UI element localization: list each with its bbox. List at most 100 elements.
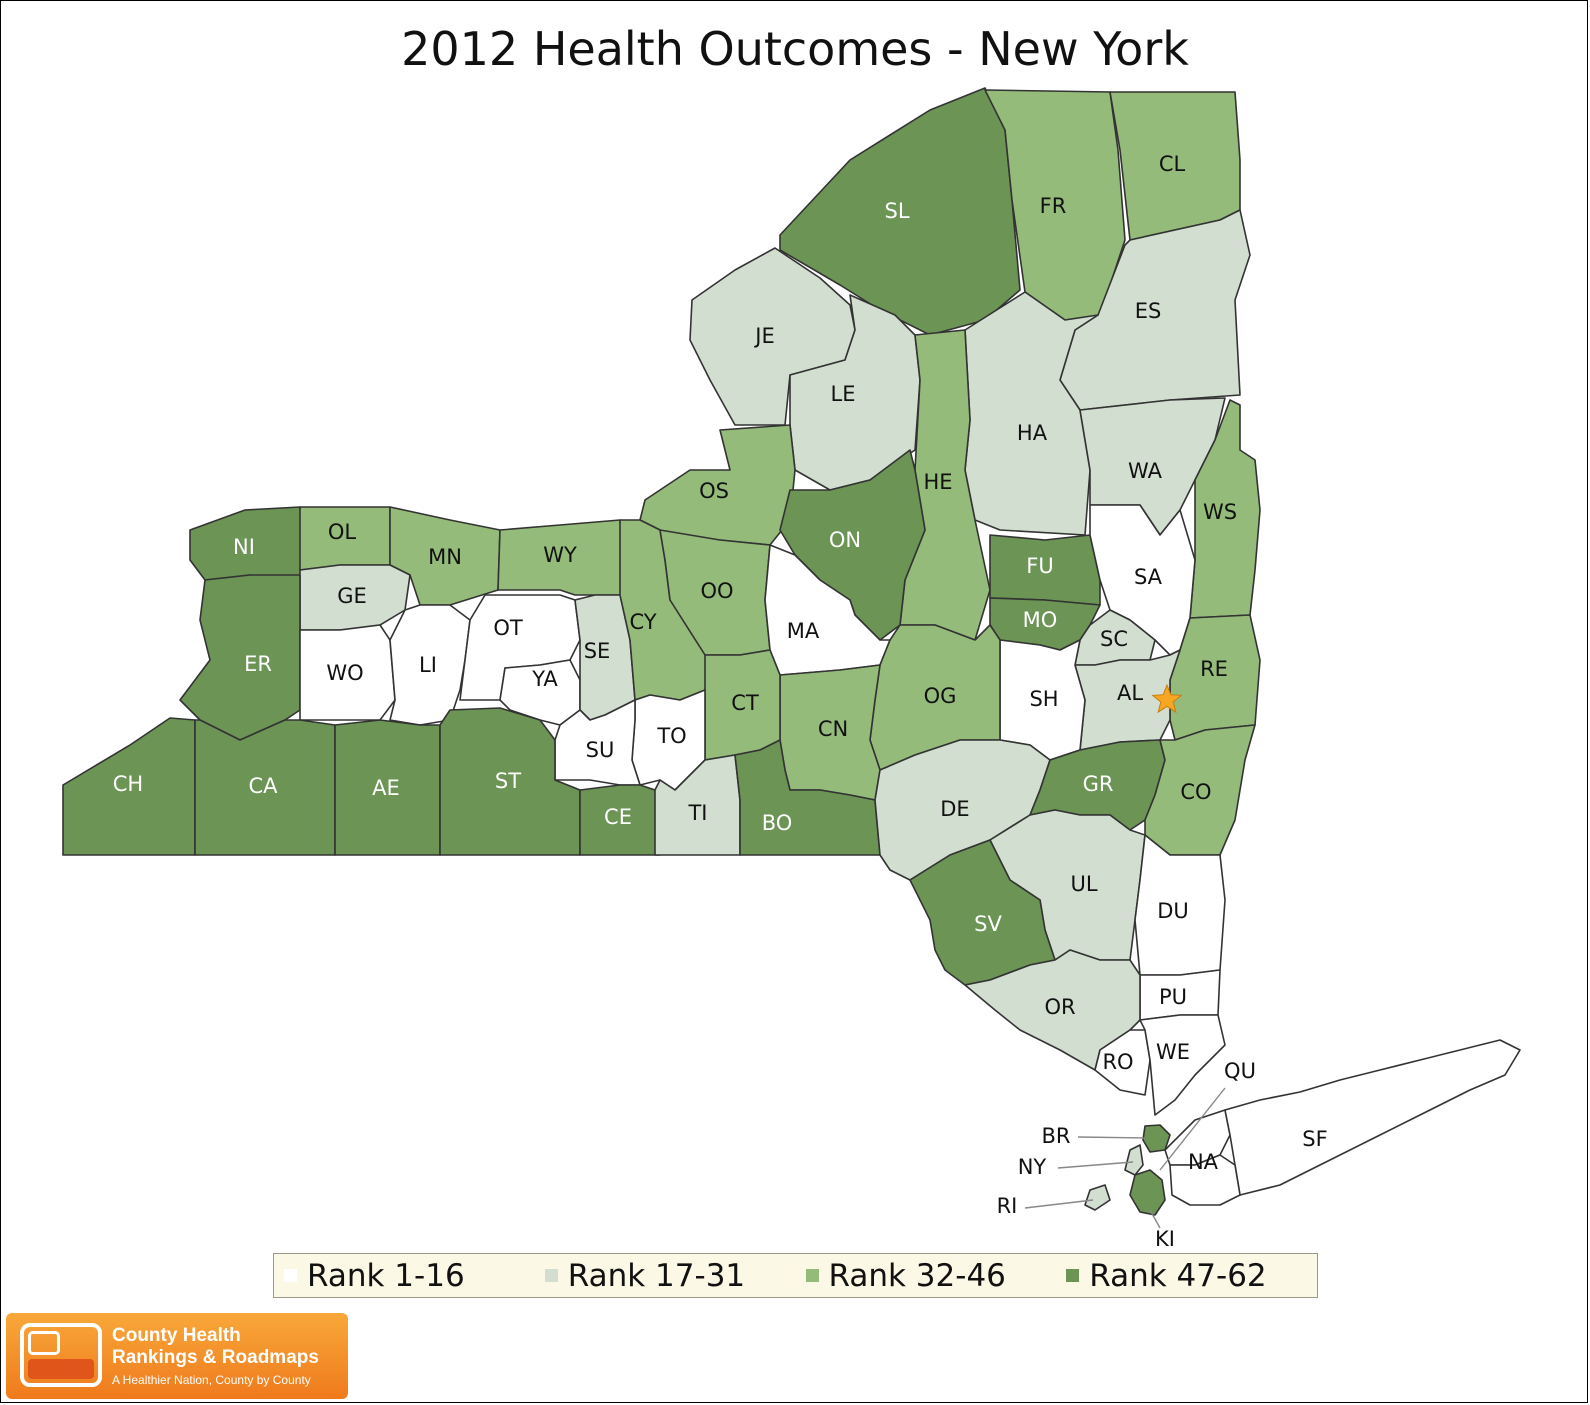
leader-line bbox=[1159, 1087, 1226, 1171]
county-label-gr: GR bbox=[1083, 772, 1114, 796]
logo-line2: Rankings & Roadmaps bbox=[112, 1347, 319, 1368]
county-label-bo: BO bbox=[762, 811, 793, 835]
county-label-oo: OO bbox=[700, 579, 733, 603]
county-br[interactable] bbox=[1142, 1124, 1171, 1153]
legend-item-rank-1-16: Rank 1-16 bbox=[274, 1258, 535, 1294]
county-ro[interactable] bbox=[1094, 1029, 1151, 1096]
county-label-de: DE bbox=[940, 797, 969, 821]
legend-label: Rank 17-31 bbox=[567, 1257, 746, 1294]
legend-swatch bbox=[544, 1269, 558, 1282]
county-label-mo: MO bbox=[1023, 608, 1058, 632]
legend-label: Rank 1-16 bbox=[307, 1257, 465, 1294]
county-label-le: LE bbox=[831, 382, 856, 406]
leader-line bbox=[1057, 1161, 1134, 1169]
county-label-ma: MA bbox=[787, 619, 820, 643]
county-label-re: RE bbox=[1200, 657, 1228, 681]
county-label-al: AL bbox=[1117, 681, 1143, 705]
logo-mark-icon bbox=[20, 1323, 102, 1387]
county-label-ce: CE bbox=[604, 805, 632, 829]
legend-swatch bbox=[1066, 1269, 1080, 1282]
county-label-pu: PU bbox=[1159, 985, 1187, 1009]
county-label-li: LI bbox=[419, 653, 437, 677]
county-label-ws: WS bbox=[1203, 500, 1237, 524]
logo-tagline: A Healthier Nation, County by County bbox=[112, 1373, 311, 1387]
county-label-cn: CN bbox=[818, 717, 848, 741]
county-label-ni: NI bbox=[233, 535, 255, 559]
county-label-sf: SF bbox=[1302, 1127, 1327, 1151]
county-label-sa: SA bbox=[1134, 565, 1163, 589]
county-ha[interactable] bbox=[964, 291, 1099, 536]
leader-line bbox=[1077, 1136, 1146, 1139]
county-ti[interactable] bbox=[654, 754, 741, 856]
legend-label: Rank 32-46 bbox=[828, 1257, 1006, 1294]
county-label-es: ES bbox=[1135, 299, 1162, 323]
county-label-to: TO bbox=[656, 724, 686, 748]
county-na[interactable] bbox=[1169, 1154, 1241, 1206]
legend-item-rank-32-46: Rank 32-46 bbox=[796, 1258, 1057, 1294]
county-label-ro: RO bbox=[1102, 1050, 1133, 1074]
county-label-og: OG bbox=[924, 684, 957, 708]
county-label-er: ER bbox=[244, 652, 272, 676]
county-label-ya: YA bbox=[531, 667, 558, 691]
county-label-fu: FU bbox=[1026, 554, 1053, 578]
county-er[interactable] bbox=[179, 574, 301, 741]
legend: Rank 1-16 Rank 17-31 Rank 32-46 Rank 47-… bbox=[273, 1253, 1318, 1298]
county-ws[interactable] bbox=[1189, 399, 1261, 619]
county-label-fr: FR bbox=[1040, 194, 1067, 218]
county-label-na: NA bbox=[1188, 1150, 1219, 1174]
county-st[interactable] bbox=[439, 707, 581, 856]
county-label-ti: TI bbox=[687, 801, 707, 825]
county-ri[interactable] bbox=[1084, 1184, 1111, 1211]
county-label-ri: RI bbox=[997, 1194, 1018, 1218]
county-label-ol: OL bbox=[328, 520, 357, 544]
county-label-ca: CA bbox=[248, 774, 278, 798]
logo-line1: County Health bbox=[112, 1325, 241, 1346]
county-label-os: OS bbox=[699, 479, 729, 503]
county-label-sh: SH bbox=[1029, 687, 1058, 711]
legend-item-rank-47-62: Rank 47-62 bbox=[1056, 1258, 1317, 1294]
county-label-st: ST bbox=[495, 769, 521, 793]
county-label-cy: CY bbox=[629, 610, 656, 634]
county-label-ct: CT bbox=[731, 691, 759, 715]
county-label-ki: KI bbox=[1155, 1227, 1175, 1251]
county-label-sv: SV bbox=[974, 912, 1002, 936]
county-label-je: JE bbox=[753, 324, 774, 348]
county-sl[interactable] bbox=[779, 87, 1021, 336]
county-label-cl: CL bbox=[1159, 152, 1186, 176]
leader-line bbox=[1149, 1209, 1161, 1229]
county-label-ha: HA bbox=[1017, 421, 1048, 445]
legend-swatch bbox=[805, 1269, 819, 1282]
county-bo[interactable] bbox=[734, 739, 881, 856]
county-sf[interactable] bbox=[1224, 1039, 1521, 1196]
county-label-on: ON bbox=[829, 528, 861, 552]
leader-line bbox=[1024, 1199, 1094, 1209]
county-label-ul: UL bbox=[1070, 872, 1097, 896]
county-label-ge: GE bbox=[337, 584, 367, 608]
county-label-co: CO bbox=[1180, 780, 1211, 804]
legend-swatch bbox=[284, 1269, 297, 1282]
county-ca[interactable] bbox=[194, 719, 336, 856]
county-or[interactable] bbox=[964, 949, 1141, 1071]
map-title: 2012 Health Outcomes - New York bbox=[401, 22, 1189, 76]
county-ny[interactable] bbox=[1124, 1144, 1144, 1176]
county-label-mn: MN bbox=[428, 545, 462, 569]
county-label-he: HE bbox=[923, 470, 952, 494]
county-health-rankings-logo[interactable]: County Health Rankings & Roadmaps A Heal… bbox=[6, 1313, 348, 1399]
county-label-ny: NY bbox=[1018, 1155, 1047, 1179]
county-we[interactable] bbox=[1139, 1014, 1226, 1116]
county-label-ch: CH bbox=[113, 772, 143, 796]
legend-item-rank-17-31: Rank 17-31 bbox=[535, 1258, 796, 1294]
county-label-sl: SL bbox=[884, 199, 909, 223]
county-label-ae: AE bbox=[372, 776, 400, 800]
county-label-se: SE bbox=[584, 639, 611, 663]
legend-label: Rank 47-62 bbox=[1089, 1257, 1267, 1294]
county-label-sc: SC bbox=[1100, 627, 1128, 651]
county-ki[interactable] bbox=[1129, 1169, 1166, 1216]
county-label-ot: OT bbox=[493, 616, 523, 640]
county-label-we: WE bbox=[1156, 1040, 1190, 1064]
county-label-or: OR bbox=[1044, 995, 1075, 1019]
county-label-qu: QU bbox=[1224, 1059, 1256, 1083]
county-label-wo: WO bbox=[326, 661, 363, 685]
